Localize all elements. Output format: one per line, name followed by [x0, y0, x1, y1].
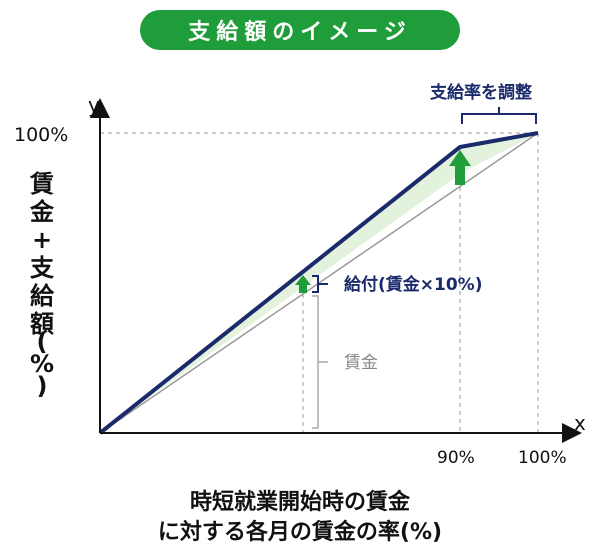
wage-label: 賃金 — [344, 353, 378, 373]
y-axis-label: 賃 金 + 支 給 額 ( % ) — [29, 170, 55, 400]
up-arrow-icon — [449, 150, 471, 185]
x-tick-100: 100% — [518, 448, 567, 468]
small-up-arrow-icon — [295, 275, 311, 293]
y-axis-label-char: ( — [37, 328, 48, 356]
y-axis-letter: y — [88, 93, 100, 117]
y-axis-label-char: + — [32, 226, 52, 254]
x-axis-title-line2: に対する各月の賃金の率(%) — [157, 520, 443, 545]
total-line — [98, 131, 539, 435]
title-text: 支給額のイメージ — [188, 20, 412, 45]
y-axis-label-char: 支 — [30, 254, 55, 282]
y-axis-label-char: 給 — [30, 282, 55, 310]
adjust-rate-label: 支給率を調整 — [430, 82, 532, 103]
title-banner: 支給額のイメージ — [140, 10, 460, 50]
y-axis-label-char: 賃 — [29, 170, 54, 198]
x-tick-90: 90% — [437, 448, 475, 468]
wage-bracket — [312, 295, 328, 429]
y-axis-label-char: 額 — [30, 310, 54, 338]
y-axis-label-char: 金 — [29, 198, 55, 226]
adjust-rate-bracket — [461, 107, 537, 124]
x-axis-letter: x — [574, 411, 586, 435]
benefit-label: 給付(賃金×10%) — [344, 274, 482, 295]
y-axis-label-char: % — [30, 350, 54, 378]
y-axis-label-char: ) — [37, 372, 48, 400]
benefit-bracket — [312, 275, 328, 293]
x-axis-title-line1: 時短就業開始時の賃金 — [189, 490, 410, 515]
y-tick-100: 100% — [14, 124, 68, 146]
